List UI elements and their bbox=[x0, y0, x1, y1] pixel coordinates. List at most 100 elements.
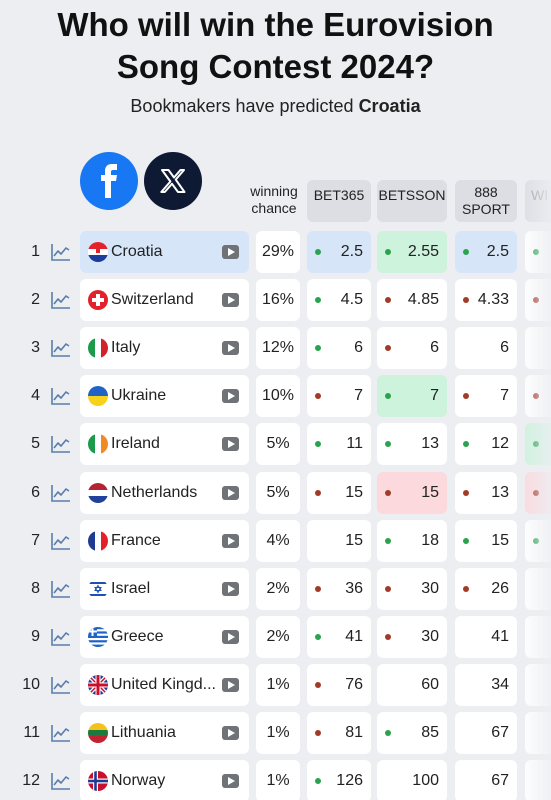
odds-sport888[interactable]: 6 bbox=[455, 327, 517, 369]
odds-next[interactable] bbox=[525, 520, 551, 562]
country-cell[interactable]: Ukraine bbox=[80, 375, 249, 417]
col-header-betsson[interactable]: BETSSON bbox=[377, 180, 447, 222]
country-cell[interactable]: Lithuania bbox=[80, 712, 249, 754]
trend-chart-icon[interactable] bbox=[51, 724, 71, 742]
odds-bet365[interactable]: 11 bbox=[307, 423, 371, 465]
odds-sport888[interactable]: 15 bbox=[455, 520, 517, 562]
country-cell[interactable]: Israel bbox=[80, 568, 249, 610]
odds-next[interactable] bbox=[525, 231, 551, 273]
odds-next[interactable] bbox=[525, 375, 551, 417]
odds-sport888[interactable]: 2.5 bbox=[455, 231, 517, 273]
x-share-button[interactable] bbox=[144, 152, 202, 210]
odds-next[interactable] bbox=[525, 664, 551, 706]
trend-chart-icon[interactable] bbox=[51, 291, 71, 309]
trend-chart-icon[interactable] bbox=[51, 243, 71, 261]
country-cell[interactable]: Ireland bbox=[80, 423, 249, 465]
table-row[interactable]: 10 United Kingd... 1% 76 60 34 bbox=[0, 664, 551, 706]
trend-chart-icon[interactable] bbox=[51, 435, 71, 453]
table-row[interactable]: 2 Switzerland 16% 4.5 4.85 4.33 bbox=[0, 279, 551, 321]
trend-chart-icon[interactable] bbox=[51, 628, 71, 646]
trend-chart-icon[interactable] bbox=[51, 484, 71, 502]
odds-betsson[interactable]: 13 bbox=[377, 423, 447, 465]
odds-sport888[interactable]: 34 bbox=[455, 664, 517, 706]
country-cell[interactable]: United Kingd... bbox=[80, 664, 249, 706]
odds-betsson[interactable]: 100 bbox=[377, 760, 447, 800]
odds-bet365[interactable]: 76 bbox=[307, 664, 371, 706]
table-row[interactable]: 8 Israel 2% 36 30 26 bbox=[0, 568, 551, 610]
odds-sport888[interactable]: 67 bbox=[455, 760, 517, 800]
country-cell[interactable]: Greece bbox=[80, 616, 249, 658]
odds-bet365[interactable]: 2.5 bbox=[307, 231, 371, 273]
odds-bet365[interactable]: 81 bbox=[307, 712, 371, 754]
video-play-icon[interactable] bbox=[222, 582, 239, 596]
trend-chart-icon[interactable] bbox=[51, 387, 71, 405]
odds-next[interactable] bbox=[525, 616, 551, 658]
video-play-icon[interactable] bbox=[222, 534, 239, 548]
country-cell[interactable]: Italy bbox=[80, 327, 249, 369]
odds-sport888[interactable]: 41 bbox=[455, 616, 517, 658]
odds-next[interactable] bbox=[525, 423, 551, 465]
trend-chart-icon[interactable] bbox=[51, 532, 71, 550]
odds-betsson[interactable]: 18 bbox=[377, 520, 447, 562]
video-play-icon[interactable] bbox=[222, 389, 239, 403]
odds-sport888[interactable]: 7 bbox=[455, 375, 517, 417]
odds-bet365[interactable]: 15 bbox=[307, 472, 371, 514]
odds-next[interactable] bbox=[525, 327, 551, 369]
odds-bet365[interactable]: 7 bbox=[307, 375, 371, 417]
odds-bet365[interactable]: 6 bbox=[307, 327, 371, 369]
video-play-icon[interactable] bbox=[222, 774, 239, 788]
country-cell[interactable]: Norway bbox=[80, 760, 249, 800]
video-play-icon[interactable] bbox=[222, 486, 239, 500]
facebook-share-button[interactable] bbox=[80, 152, 138, 210]
odds-betsson[interactable]: 4.85 bbox=[377, 279, 447, 321]
table-row[interactable]: 6 Netherlands 5% 15 15 13 bbox=[0, 472, 551, 514]
odds-betsson[interactable]: 60 bbox=[377, 664, 447, 706]
trend-chart-icon[interactable] bbox=[51, 676, 71, 694]
odds-betsson[interactable]: 6 bbox=[377, 327, 447, 369]
table-row[interactable]: 3 Italy 12% 6 6 6 bbox=[0, 327, 551, 369]
video-play-icon[interactable] bbox=[222, 341, 239, 355]
odds-next[interactable] bbox=[525, 712, 551, 754]
odds-sport888[interactable]: 67 bbox=[455, 712, 517, 754]
odds-sport888[interactable]: 4.33 bbox=[455, 279, 517, 321]
video-play-icon[interactable] bbox=[222, 726, 239, 740]
table-row[interactable]: 4 Ukraine 10% 7 7 7 bbox=[0, 375, 551, 417]
table-row[interactable]: 9 Greece 2% 41 30 41 bbox=[0, 616, 551, 658]
odds-betsson[interactable]: 30 bbox=[377, 568, 447, 610]
odds-bet365[interactable]: 4.5 bbox=[307, 279, 371, 321]
odds-next[interactable] bbox=[525, 279, 551, 321]
odds-sport888[interactable]: 26 bbox=[455, 568, 517, 610]
video-play-icon[interactable] bbox=[222, 245, 239, 259]
video-play-icon[interactable] bbox=[222, 293, 239, 307]
col-header-888sport[interactable]: 888 SPORT bbox=[455, 180, 517, 222]
video-play-icon[interactable] bbox=[222, 678, 239, 692]
odds-sport888[interactable]: 12 bbox=[455, 423, 517, 465]
country-cell[interactable]: France bbox=[80, 520, 249, 562]
odds-betsson[interactable]: 15 bbox=[377, 472, 447, 514]
table-row[interactable]: 11 Lithuania 1% 81 85 67 bbox=[0, 712, 551, 754]
odds-bet365[interactable]: 15 bbox=[307, 520, 371, 562]
odds-bet365[interactable]: 41 bbox=[307, 616, 371, 658]
country-cell[interactable]: Switzerland bbox=[80, 279, 249, 321]
odds-next[interactable] bbox=[525, 472, 551, 514]
trend-chart-icon[interactable] bbox=[51, 580, 71, 598]
odds-betsson[interactable]: 2.55 bbox=[377, 231, 447, 273]
trend-chart-icon[interactable] bbox=[51, 772, 71, 790]
country-cell[interactable]: Croatia bbox=[80, 231, 249, 273]
video-play-icon[interactable] bbox=[222, 630, 239, 644]
odds-sport888[interactable]: 13 bbox=[455, 472, 517, 514]
table-row[interactable]: 12 Norway 1% 126 100 67 bbox=[0, 760, 551, 800]
trend-chart-icon[interactable] bbox=[51, 339, 71, 357]
odds-next[interactable] bbox=[525, 568, 551, 610]
col-header-bet365[interactable]: BET365 bbox=[307, 180, 371, 222]
odds-betsson[interactable]: 85 bbox=[377, 712, 447, 754]
table-row[interactable]: 1 Croatia 29% 2.5 2.55 2.5 bbox=[0, 231, 551, 273]
table-row[interactable]: 5 Ireland 5% 11 13 12 bbox=[0, 423, 551, 465]
odds-betsson[interactable]: 7 bbox=[377, 375, 447, 417]
odds-bet365[interactable]: 126 bbox=[307, 760, 371, 800]
odds-bet365[interactable]: 36 bbox=[307, 568, 371, 610]
video-play-icon[interactable] bbox=[222, 437, 239, 451]
col-header-next[interactable]: WI bbox=[525, 180, 551, 222]
table-row[interactable]: 7 France 4% 15 18 15 bbox=[0, 520, 551, 562]
odds-betsson[interactable]: 30 bbox=[377, 616, 447, 658]
